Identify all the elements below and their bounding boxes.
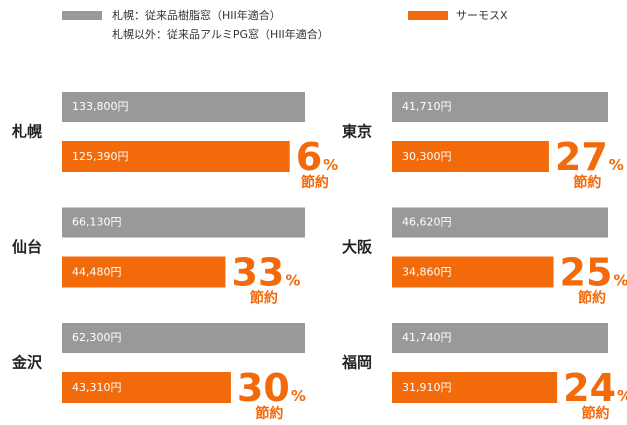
value-label: 62,300円 [72,331,122,344]
value-label: 41,710円 [402,100,452,113]
value-label: 125,390円 [72,150,129,163]
value-label: 43,310円 [72,381,122,394]
savings-value: 33 [231,251,284,295]
value-label: 46,620円 [402,216,452,229]
city-label: 仙台 [12,238,42,256]
savings-value: 25 [560,251,613,295]
savings-label: 節約 [255,405,283,422]
city-label: 金沢 [11,354,43,372]
savings-unit: % [291,387,306,405]
savings-label: 節約 [578,290,606,307]
legend-swatch [62,11,102,20]
savings-label: 節約 [250,290,278,307]
savings-label: 節約 [573,174,601,191]
savings-label: 節約 [301,174,329,191]
savings-value: 24 [563,366,616,410]
legend-label: サーモスX [456,9,508,22]
bar [392,256,554,288]
savings-unit: % [613,272,627,290]
value-label: 41,740円 [402,331,452,344]
city-label: 大阪 [342,238,373,256]
savings-unit: % [285,272,300,290]
savings-unit: % [609,156,624,174]
bar [392,372,558,403]
savings-label: 節約 [582,405,610,422]
value-label: 133,800円 [72,100,129,113]
bar [62,92,305,122]
value-label: 34,860円 [402,266,452,279]
city-label: 札幌 [11,123,42,141]
savings-unit: % [617,387,627,405]
city-label: 東京 [342,123,372,141]
bar [62,323,305,353]
value-label: 66,130円 [72,216,122,229]
legend-label: 札幌：従来品樹脂窓（HII年適合） [112,8,281,22]
bar [392,207,608,238]
value-label: 30,300円 [402,150,452,163]
savings-value: 27 [555,135,608,179]
legend-swatch [408,11,448,20]
bar [62,207,305,238]
bar [392,141,549,172]
savings-value: 6 [296,135,322,179]
bar [62,372,231,403]
value-label: 44,480円 [72,266,122,279]
savings-unit: % [323,156,338,174]
value-label: 31,910円 [402,381,452,394]
bar [392,92,608,122]
bar [392,323,608,353]
savings-value: 30 [237,366,290,410]
city-label: 福岡 [341,354,372,372]
legend-sublabel: 札幌以外：従来品アルミPG窓（HII年適合） [112,27,329,41]
bar [62,141,290,172]
bar [62,256,226,288]
